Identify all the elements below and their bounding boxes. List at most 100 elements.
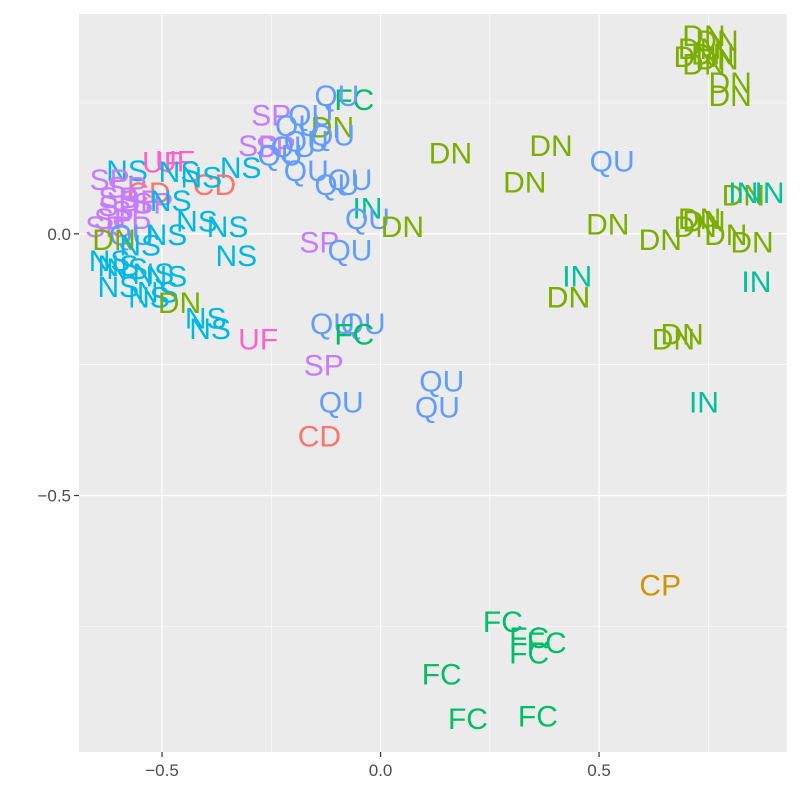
point-label-sp: SP [98, 182, 138, 215]
point-label-qu: QU [314, 169, 359, 202]
point-label-ns: NS [215, 240, 257, 273]
point-label-ns: NS [128, 282, 170, 315]
point-label-in: IN [689, 386, 719, 419]
point-label-qu: QU [284, 126, 329, 159]
data-points: DNDNDNDNDNDNDNDNDNFCQUSPQUDNQUQUQUSPSPQU… [85, 20, 784, 736]
point-label-sp: SP [299, 227, 339, 260]
point-label-qu: QU [288, 99, 333, 132]
point-label-dn: DN [695, 43, 738, 76]
point-label-qu: QU [109, 219, 154, 252]
point-label-qu: QU [284, 155, 329, 188]
x-tick-label: 0.0 [369, 761, 393, 780]
point-label-dn: DN [722, 180, 765, 213]
point-label-dn: DN [709, 67, 752, 100]
point-label-qu: QU [314, 80, 359, 113]
point-label-fc: FC [448, 703, 488, 736]
point-label-qu: QU [310, 308, 355, 341]
point-label-dn: DN [682, 206, 725, 239]
point-label-dn: DN [547, 282, 590, 315]
point-label-uf: UF [142, 147, 182, 180]
point-label-in: IN [352, 193, 382, 226]
point-label-ns: NS [207, 211, 249, 244]
point-label-ns: NS [185, 303, 227, 336]
point-label-fc: FC [518, 700, 558, 733]
point-label-in: IN [755, 177, 785, 210]
point-label-dn: DN [639, 224, 682, 257]
point-label-dn: DN [682, 20, 725, 53]
point-label-ns: NS [137, 276, 179, 309]
point-label-qu: QU [590, 146, 635, 179]
x-tick-label: −0.5 [145, 761, 179, 780]
point-label-ns: NS [106, 155, 148, 188]
point-label-qu: QU [258, 139, 303, 172]
point-label-fc: FC [527, 627, 567, 660]
point-label-ns: NS [106, 253, 148, 286]
point-label-sp: SP [94, 203, 134, 236]
point-label-sp: SP [304, 350, 344, 383]
point-label-ns: NS [97, 271, 139, 304]
grid-major [79, 14, 787, 752]
point-label-dn: DN [678, 203, 721, 236]
point-label-dn: DN [311, 112, 354, 145]
point-label-in: IN [728, 177, 758, 210]
point-label-qu: QU [327, 235, 372, 268]
x-tick-label: 0.5 [587, 761, 611, 780]
point-label-ns: NS [146, 219, 188, 252]
point-label-in: IN [562, 261, 592, 294]
point-label-sp: SP [111, 195, 151, 228]
point-label-dn: DN [158, 287, 201, 320]
point-label-cd: CD [127, 177, 170, 210]
point-label-dn: DN [652, 324, 695, 357]
point-label-dn: DN [529, 130, 572, 163]
axes: −0.5 0.0 0.5 0.0 −0.5 [37, 225, 610, 780]
point-label-qu: QU [319, 386, 364, 419]
point-label-qu: QU [327, 164, 372, 197]
point-label-dn: DN [730, 227, 773, 260]
point-label-sp: SP [85, 211, 125, 244]
point-label-cp: CP [639, 570, 681, 603]
point-label-dn: DN [503, 166, 546, 199]
point-label-qu: QU [341, 308, 386, 341]
y-tick-label: −0.5 [37, 487, 71, 506]
point-label-ns: NS [220, 152, 262, 185]
point-label-fc: FC [334, 318, 374, 351]
point-label-sp: SP [238, 130, 278, 163]
point-label-sp: SP [90, 164, 130, 197]
point-label-ns: NS [176, 206, 218, 239]
point-label-fc: FC [483, 606, 523, 639]
point-label-in: IN [741, 266, 771, 299]
point-label-fc: FC [422, 658, 462, 691]
point-label-fc: FC [509, 622, 549, 655]
point-label-dn: DN [674, 211, 717, 244]
point-label-sp: SP [133, 187, 173, 220]
point-label-sp: SP [120, 185, 160, 218]
plot-panel [79, 14, 787, 752]
point-label-dn: DN [547, 282, 590, 315]
point-label-sp: SP [256, 131, 296, 164]
point-label-dn: DN [709, 80, 752, 113]
point-label-dn: DN [695, 25, 738, 58]
point-label-sp: SP [111, 211, 151, 244]
point-label-dn: DN [92, 224, 135, 257]
point-label-ns: NS [159, 156, 201, 189]
point-label-dn: DN [682, 49, 725, 82]
point-label-ns: NS [189, 313, 231, 346]
point-label-qu: QU [310, 119, 355, 152]
point-label-ns: NS [89, 245, 131, 278]
point-label-ns: NS [150, 185, 192, 218]
point-label-cd: CD [298, 420, 341, 453]
point-label-dn: DN [678, 33, 721, 66]
point-label-uf: UF [238, 324, 278, 357]
point-label-qu: QU [275, 110, 320, 143]
point-label-sp: SP [251, 99, 291, 132]
point-label-dn: DN [704, 219, 747, 252]
point-label-fc: FC [509, 638, 549, 671]
point-label-dn: DN [660, 318, 703, 351]
point-label-dn: DN [674, 41, 717, 74]
point-label-sp: SP [98, 190, 138, 223]
point-label-dn: DN [691, 38, 734, 71]
point-label-ns: NS [146, 261, 188, 294]
point-label-ns: NS [132, 258, 174, 291]
point-label-ns: NS [181, 161, 223, 194]
